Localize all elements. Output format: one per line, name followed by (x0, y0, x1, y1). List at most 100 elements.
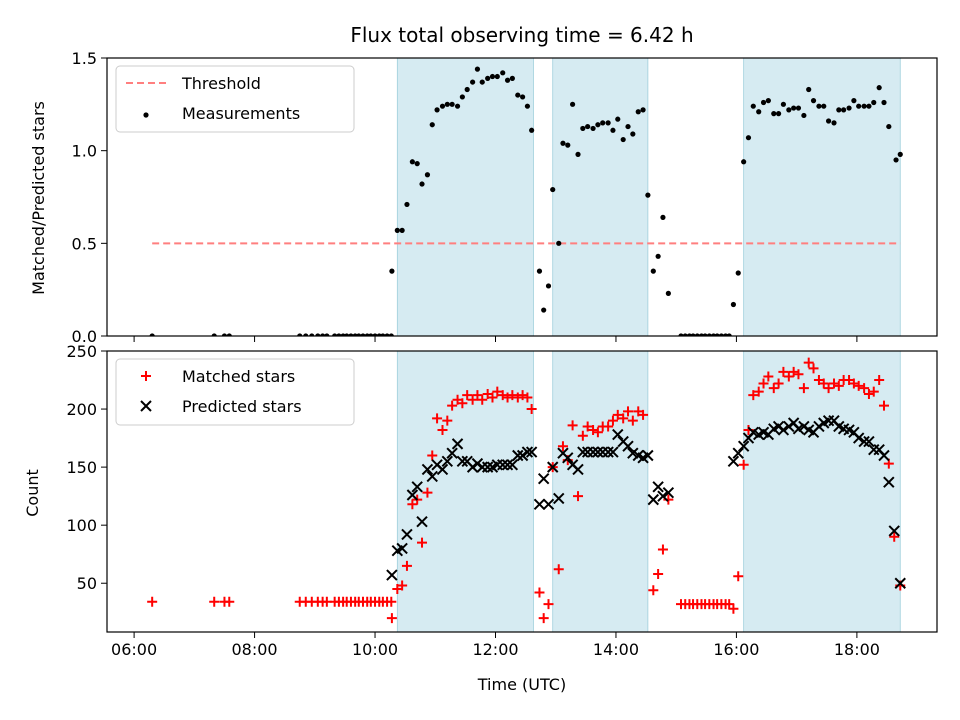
series-0-point-84 (690, 333, 696, 336)
series-0-point-82 (682, 333, 688, 336)
legend-label-1: Predicted stars (182, 397, 302, 416)
series-0-point-95 (738, 459, 749, 470)
series-0-point-118 (853, 380, 864, 391)
series-1-point-29 (533, 498, 546, 510)
series-0-point-52 (522, 392, 533, 403)
series-0-point-104 (780, 101, 787, 107)
series-0-point-78 (655, 253, 661, 259)
series-0-point-110 (810, 98, 817, 104)
series-0-point-39 (459, 94, 465, 100)
series-0-point-75 (638, 409, 649, 420)
series-1-point-7 (421, 463, 434, 476)
series-1-point-25 (512, 449, 524, 462)
series-0-point-8 (320, 333, 326, 336)
shaded-interval-2 (743, 350, 901, 633)
series-1-point-5 (411, 481, 423, 493)
series-0-point-27 (397, 580, 408, 591)
series-1-point-41 (592, 446, 604, 458)
series-0-point-76 (645, 192, 651, 198)
series-0-point-52 (524, 103, 531, 109)
series-1-point-38 (577, 446, 589, 458)
series-0-point-23 (384, 333, 390, 336)
series-1-point-35 (562, 452, 574, 464)
series-0-point-48 (502, 392, 513, 403)
series-0-point-2 (221, 333, 228, 336)
series-0-point-104 (783, 371, 794, 382)
series-0-point-100 (760, 99, 767, 106)
y-tick-label-2: 150 (66, 458, 97, 477)
series-0-point-117 (846, 105, 852, 111)
series-0-point-68 (605, 120, 611, 126)
series-0-point-115 (836, 107, 842, 113)
series-0-point-85 (694, 333, 700, 336)
series-0-point-42 (472, 390, 483, 401)
series-0-point-55 (541, 307, 547, 313)
series-0-point-62 (575, 151, 581, 157)
series-0-point-109 (806, 86, 812, 93)
series-0-point-96 (741, 159, 747, 165)
series-0-point-45 (487, 392, 498, 403)
series-0-point-58 (553, 564, 564, 575)
series-0-point-103 (775, 111, 782, 117)
series-0-point-66 (595, 122, 601, 128)
series-0-point-75 (640, 107, 646, 113)
series-1-point-30 (537, 473, 550, 485)
series-0-point-94 (733, 571, 744, 582)
series-1-point-45 (612, 428, 624, 441)
x-tick-label-6: 18:00 (834, 640, 880, 659)
series-0-point-122 (874, 375, 885, 386)
x-tick-label-2: 10:00 (352, 640, 398, 659)
series-0-point-69 (607, 415, 618, 426)
series-0-point-66 (592, 427, 603, 438)
series-1-point-31 (542, 498, 555, 510)
series-0-point-111 (816, 103, 822, 109)
series-1-point-6 (416, 515, 428, 528)
series-1-point-82 (858, 435, 870, 448)
series-1-point-11 (441, 455, 454, 468)
series-0-point-24 (388, 333, 394, 336)
series-0-point-61 (567, 420, 578, 431)
series-0-point-5 (303, 333, 309, 336)
series-0-point-50 (515, 92, 521, 98)
series-0-point-59 (557, 441, 568, 452)
series-0-point-97 (745, 135, 752, 141)
series-1-point-56 (727, 455, 740, 468)
series-0-point-80 (665, 290, 671, 296)
series-0-point-99 (758, 378, 769, 389)
series-0-point-58 (556, 240, 562, 246)
series-0-point-40 (462, 390, 473, 401)
series-1-point-86 (878, 449, 890, 462)
series-0-point-25 (386, 613, 397, 624)
series-0-point-47 (500, 70, 506, 76)
series-0-point-91 (718, 333, 724, 336)
series-0-point-105 (788, 366, 799, 377)
series-0-point-53 (526, 404, 537, 415)
series-0-point-1 (211, 333, 217, 336)
series-0-point-123 (876, 85, 882, 91)
series-0-point-72 (623, 406, 634, 417)
series-0-point-25 (389, 268, 395, 274)
series-0-point-45 (489, 73, 496, 80)
series-1-point-47 (622, 440, 634, 452)
series-0-point-102 (773, 378, 784, 389)
series-0-point-93 (726, 333, 732, 336)
series-0-point-121 (868, 386, 879, 397)
series-0-point-41 (470, 79, 476, 85)
series-0-point-34 (434, 107, 440, 113)
series-0-point-127 (897, 151, 903, 157)
series-0-point-57 (550, 186, 556, 193)
series-0-point-101 (768, 383, 779, 394)
series-0-point-102 (771, 111, 777, 117)
series-0-point-108 (801, 112, 807, 119)
series-1-point-87 (883, 476, 895, 488)
series-1-point-43 (602, 446, 614, 458)
series-0-point-30 (414, 161, 420, 167)
series-0-point-113 (829, 378, 840, 389)
series-0-point-71 (618, 413, 629, 424)
series-0-point-98 (750, 103, 756, 109)
series-0-point-87 (702, 333, 708, 336)
series-0-point-36 (444, 101, 450, 107)
series-0-point-43 (477, 394, 488, 405)
series-1-point-81 (852, 432, 865, 444)
data-layer (149, 66, 903, 336)
